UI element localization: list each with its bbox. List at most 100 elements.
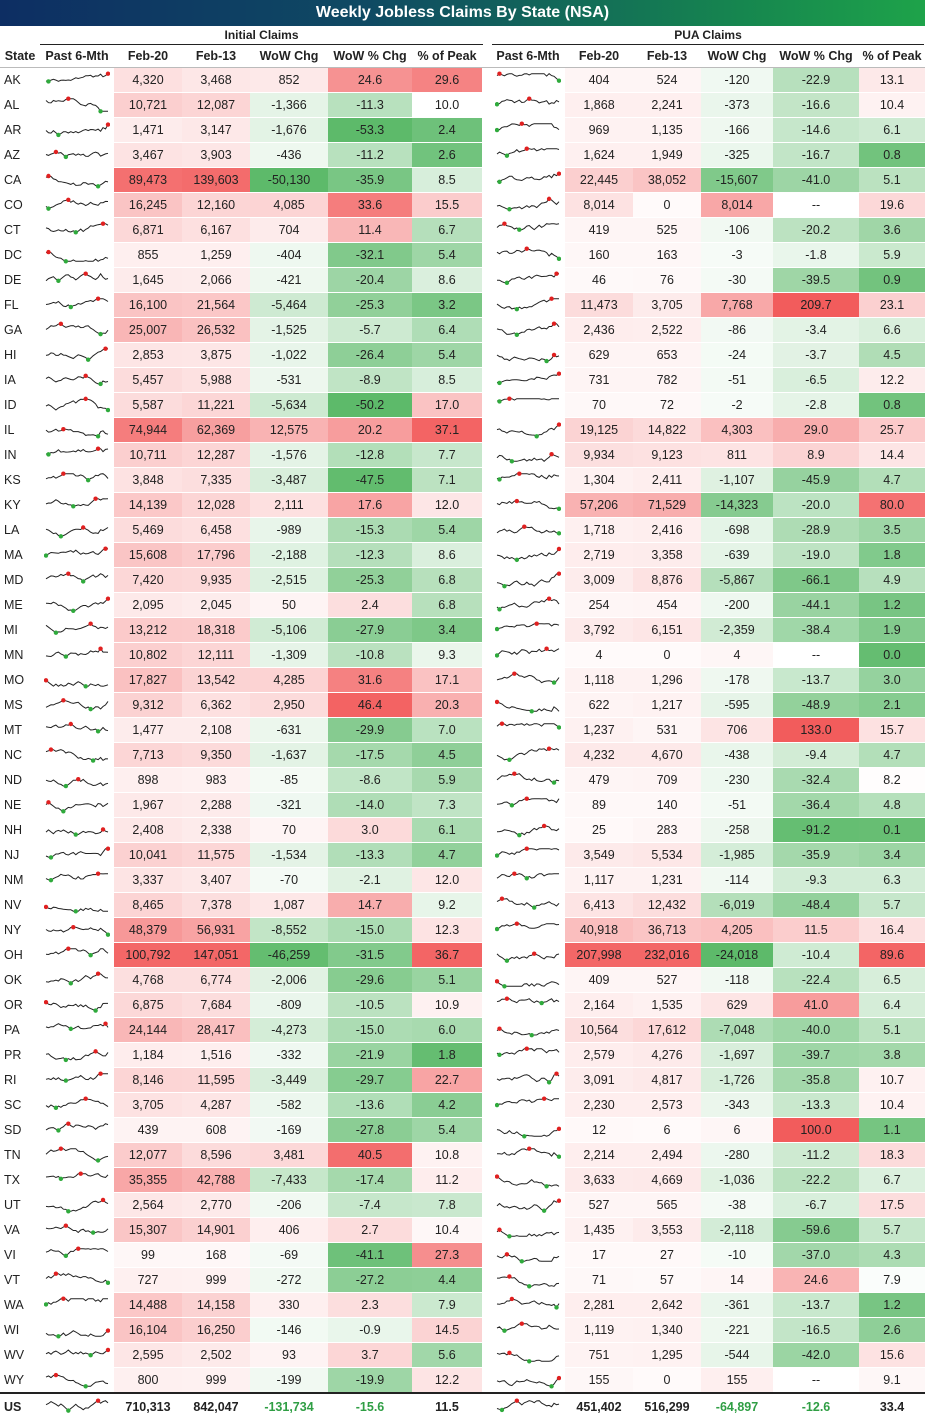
pua-feb13-cell: 2,522 xyxy=(633,317,701,343)
initial-feb20-cell: 13,212 xyxy=(114,617,182,643)
pua-sparkline-cell xyxy=(491,967,565,993)
pua-feb20-cell: 629 xyxy=(565,342,633,368)
state-cell: DE xyxy=(0,267,40,293)
initial-feb20-cell: 1,184 xyxy=(114,1042,182,1068)
sparkline-max-point xyxy=(66,96,71,101)
pua-wow-chg-cell: -258 xyxy=(701,817,773,843)
pua-feb13-cell: 454 xyxy=(633,592,701,618)
initial-feb13-cell: 608 xyxy=(182,1117,250,1143)
pua-wow-pct-cell: -35.9 xyxy=(773,842,859,868)
initial-feb20-cell: 727 xyxy=(114,1267,182,1293)
initial-feb20-cell: 898 xyxy=(114,767,182,793)
pua-sparkline-cell xyxy=(491,717,565,743)
sparkline-min-point xyxy=(529,1032,534,1038)
state-cell: LA xyxy=(0,517,40,543)
sparkline-line xyxy=(496,473,560,480)
sparkline-min-point xyxy=(88,953,93,958)
total-initial-wow-chg-cell: -131,734 xyxy=(250,1392,328,1421)
initial-feb13-cell: 42,788 xyxy=(182,1167,250,1193)
sparkline xyxy=(45,1021,109,1032)
sparkline-max-point xyxy=(93,496,98,501)
column-gap xyxy=(482,192,491,218)
state-cell: NC xyxy=(0,742,40,768)
initial-sparkline-cell xyxy=(40,667,114,693)
initial-wow-pct-cell: -15.0 xyxy=(328,917,412,943)
table-row: DC 855 1,259 -404 -32.1 5.4 160 163 -3 -1.8 5.9 xyxy=(0,242,925,268)
pua-wow-pct-cell: -66.1 xyxy=(773,567,859,593)
sparkline-line xyxy=(45,926,109,936)
pua-wow-pct-cell: -9.4 xyxy=(773,742,859,768)
column-gap xyxy=(482,1067,491,1093)
pua-wow-chg-cell: -3 xyxy=(701,242,773,268)
initial-wow-chg-cell: -321 xyxy=(250,792,328,818)
initial-wow-pct-cell: 2.3 xyxy=(328,1292,412,1318)
pua-feb20-cell: 419 xyxy=(565,217,633,243)
pua-peak-cell: 1.8 xyxy=(859,542,925,568)
sparkline-line xyxy=(45,73,109,83)
pua-wow-chg-cell: 4,205 xyxy=(701,917,773,943)
table-body: AK 4,320 3,468 852 24.6 29.6 404 524 -120 -22.9 13… xyxy=(0,67,925,1421)
sparkline xyxy=(496,1071,560,1085)
pua-feb13-cell: 163 xyxy=(633,242,701,268)
sparkline-line xyxy=(496,73,560,82)
pua-feb13-cell: 4,670 xyxy=(633,742,701,768)
sparkline-line xyxy=(496,1229,560,1237)
sparkline-line xyxy=(45,573,109,583)
table-row: HI 2,853 3,875 -1,022 -26.4 5.4 629 653 -24 -3.7 4… xyxy=(0,342,925,368)
sparkline-max-point xyxy=(556,422,561,427)
pua-sparkline-cell xyxy=(491,1317,565,1343)
initial-sparkline-cell xyxy=(40,942,114,968)
initial-peak-cell: 10.8 xyxy=(412,1142,482,1168)
pua-feb13-cell: 782 xyxy=(633,367,701,393)
sparkline-line xyxy=(45,498,109,507)
state-cell: KY xyxy=(0,492,40,518)
sparkline-min-point xyxy=(495,926,500,932)
initial-sparkline-cell xyxy=(40,742,114,768)
pua-peak-cell: 2.6 xyxy=(859,1317,925,1343)
initial-wow-pct-cell: -29.6 xyxy=(328,967,412,993)
pua-peak-cell: 1.2 xyxy=(859,592,925,618)
table-row: PR 1,184 1,516 -332 -21.9 1.8 2,579 4,276 -1,697… xyxy=(0,1042,925,1068)
initial-feb20-cell: 5,469 xyxy=(114,517,182,543)
initial-peak-cell: 22.7 xyxy=(412,1067,482,1093)
sparkline-min-point xyxy=(495,626,500,632)
sparkline-max-point xyxy=(78,1171,83,1176)
table-row: FL 16,100 21,564 -5,464 -25.3 3.2 11,473 3,705 7… xyxy=(0,292,925,318)
pua-peak-cell: 16.4 xyxy=(859,917,925,943)
pua-feb20-cell: 25 xyxy=(565,817,633,843)
initial-wow-pct-cell: -11.3 xyxy=(328,92,412,118)
initial-wow-chg-cell: 50 xyxy=(250,592,328,618)
pua-wow-chg-cell: -1,726 xyxy=(701,1067,773,1093)
initial-wow-pct-cell: -20.4 xyxy=(328,267,412,293)
sparkline xyxy=(496,221,560,232)
pua-peak-cell: 23.1 xyxy=(859,292,925,318)
pua-feb13-cell: 524 xyxy=(633,67,701,93)
pua-wow-chg-cell: -2,359 xyxy=(701,617,773,643)
pua-feb20-cell: 731 xyxy=(565,367,633,393)
column-gap xyxy=(482,442,491,468)
sparkline-min-point xyxy=(502,984,507,989)
sparkline xyxy=(45,1223,109,1235)
pua-wow-chg-cell: -361 xyxy=(701,1292,773,1318)
sparkline-max-point xyxy=(524,146,529,151)
sparkline-max-point xyxy=(524,246,529,251)
pua-peak-cell: 3.0 xyxy=(859,667,925,693)
initial-wow-chg-cell: -1,022 xyxy=(250,342,328,368)
sparkline-min-point xyxy=(514,307,520,312)
sparkline-line xyxy=(496,548,560,561)
pua-feb20-cell: 622 xyxy=(565,692,633,718)
pua-peak-cell: 3.8 xyxy=(859,1042,925,1068)
sparkline-max-point xyxy=(509,1296,515,1302)
sparkline-line xyxy=(496,1298,560,1309)
pua-wow-chg-cell: -14,323 xyxy=(701,492,773,518)
table-row: MA 15,608 17,796 -2,188 -12.3 8.6 2,719 3,358 -6… xyxy=(0,542,925,568)
sparkline xyxy=(496,296,559,312)
initial-sparkline-cell xyxy=(40,292,114,318)
pua-peak-cell: 0.1 xyxy=(859,817,925,843)
sparkline xyxy=(496,896,560,910)
initial-wow-chg-cell: -7,433 xyxy=(250,1167,328,1193)
pua-wow-pct-cell: -6.5 xyxy=(773,367,859,393)
table-row: PA 24,144 28,417 -4,273 -15.0 6.0 10,564 17,612… xyxy=(0,1017,925,1043)
pua-feb20-cell: 751 xyxy=(565,1342,633,1368)
state-cell: ID xyxy=(0,392,40,418)
